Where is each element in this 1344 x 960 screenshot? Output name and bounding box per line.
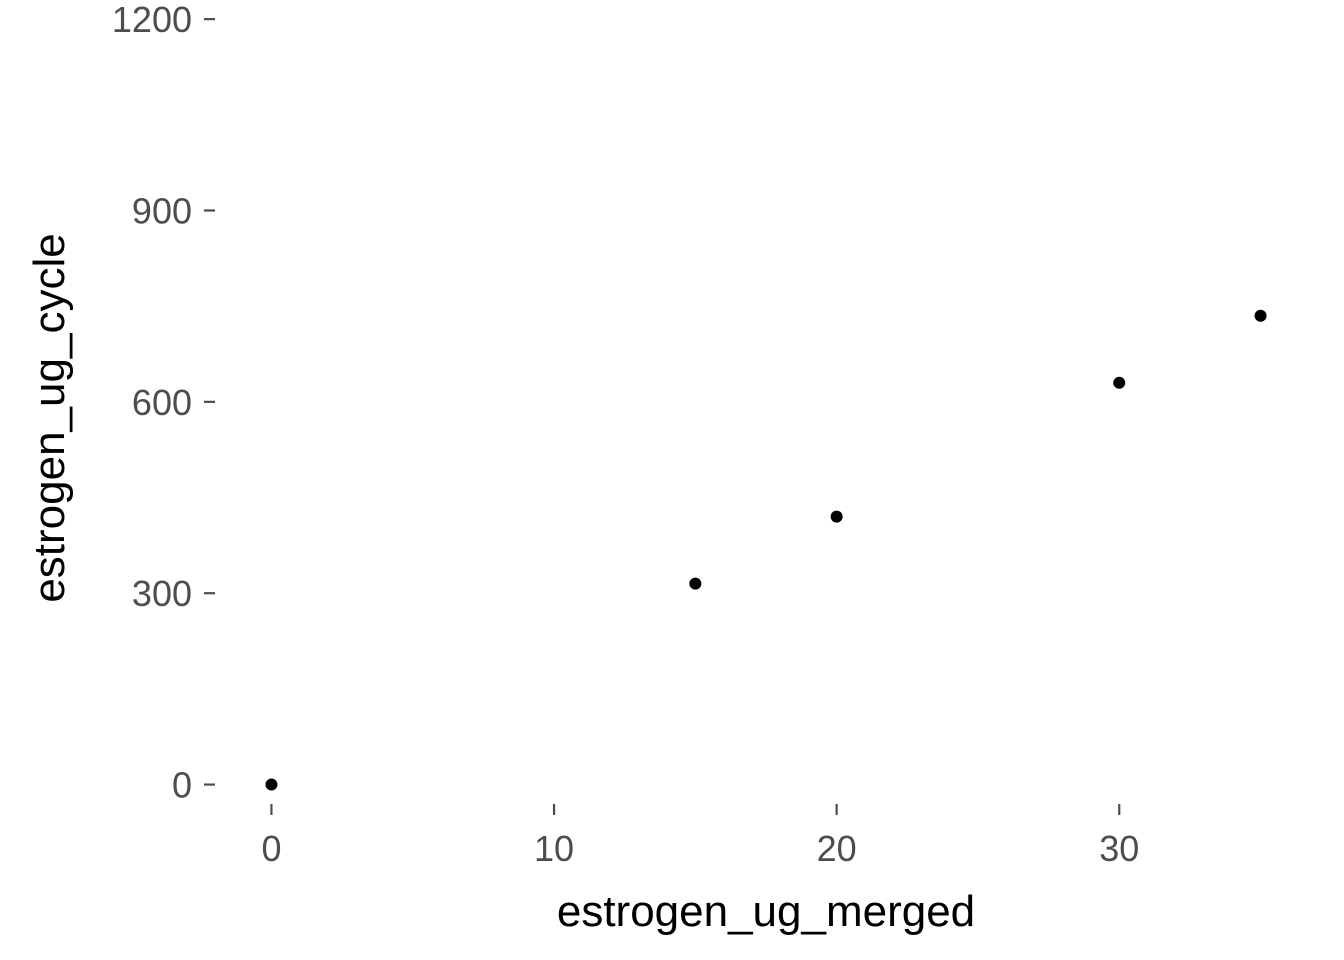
y-tick-label: 1200 [112, 0, 192, 40]
x-tick-label: 10 [534, 828, 574, 869]
data-point [689, 577, 702, 590]
y-tick-label: 600 [132, 382, 192, 423]
y-axis: 0 300 600 900 1200 [112, 0, 215, 806]
x-axis-title: estrogen_ug_merged [557, 887, 975, 936]
y-tick-label: 900 [132, 190, 192, 231]
x-tick-label: 20 [817, 828, 857, 869]
x-tick-label: 0 [261, 828, 281, 869]
y-tick-label: 0 [172, 765, 192, 806]
data-point [1254, 309, 1267, 322]
x-tick-label: 30 [1099, 828, 1139, 869]
data-point [830, 510, 843, 523]
data-point [265, 778, 278, 791]
data-points [265, 309, 1267, 791]
data-point [1113, 376, 1126, 389]
x-axis: 0 10 20 30 [261, 804, 1139, 869]
y-axis-title: estrogen_ug_cycle [25, 233, 74, 602]
y-tick-label: 300 [132, 573, 192, 614]
